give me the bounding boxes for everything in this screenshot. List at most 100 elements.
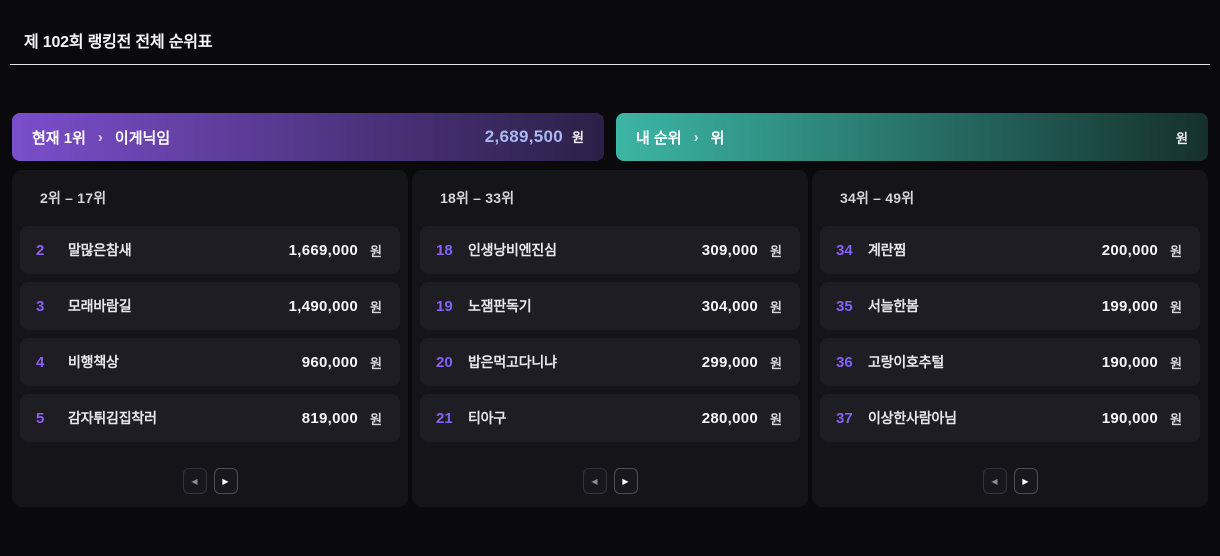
rank-card-2-17: 2위 – 17위 2 말많은참새 1,669,000 원 3 모래바람길 1,4… (12, 170, 408, 507)
prize-amount: 304,000 (701, 297, 759, 315)
my-rank-right: 원 (1167, 128, 1188, 147)
prize-amount: 190,000 (1101, 409, 1159, 427)
prev-icon: ◀ (191, 476, 198, 486)
rank-number: 36 (836, 354, 858, 371)
my-rank-value: 위 (710, 129, 725, 147)
currency-label: 원 (370, 299, 382, 315)
player-name: 모래바람길 (68, 298, 132, 314)
player-name: 계란찜 (868, 242, 907, 258)
player-name: 말많은참새 (68, 242, 132, 258)
prize-amount: 200,000 (1101, 241, 1159, 259)
next-icon: ▶ (1022, 476, 1029, 486)
rank-row: 5 감자튀김집착러 819,000 원 (20, 394, 400, 442)
rank-number: 5 (36, 410, 58, 427)
current-leader-amount: 2,689,500 (484, 127, 564, 146)
prev-page-button[interactable]: ◀ (182, 468, 207, 494)
chevron-right-icon: › (97, 128, 103, 146)
player-name: 이상한사람아님 (868, 410, 957, 426)
prize-amount: 190,000 (1101, 353, 1159, 371)
rank-row: 18 인생낭비엔진심 309,000 원 (420, 226, 800, 274)
player-name: 밥은먹고다니냐 (468, 354, 557, 370)
current-leader-name: 이게닉임 (114, 129, 171, 147)
next-icon: ▶ (622, 476, 629, 486)
rank-row: 36 고랑이호추털 190,000 원 (820, 338, 1200, 386)
my-rank-banner: 내 순위 › 위 원 (616, 113, 1208, 161)
pager: ◀ ▶ (820, 468, 1200, 494)
currency-label: 원 (770, 411, 782, 427)
row-list: 18 인생낭비엔진심 309,000 원 19 노잼판독기 304,000 원 … (420, 226, 800, 442)
prize-amount: 280,000 (701, 409, 759, 427)
prev-icon: ◀ (991, 476, 998, 486)
rank-number: 3 (36, 298, 58, 315)
currency-label: 원 (770, 299, 782, 315)
prize-amount: 1,669,000 (288, 241, 359, 259)
prize-amount: 199,000 (1101, 297, 1159, 315)
currency-label: 원 (370, 355, 382, 371)
currency-label: 원 (1170, 355, 1182, 371)
rank-row: 21 티아구 280,000 원 (420, 394, 800, 442)
player-name: 인생낭비엔진심 (468, 242, 557, 258)
current-leader-label: 현재 1위 (32, 129, 86, 147)
my-rank-label: 내 순위 (636, 129, 682, 147)
rank-row: 34 계란찜 200,000 원 (820, 226, 1200, 274)
rank-number: 35 (836, 298, 858, 315)
currency-label: 원 (370, 243, 382, 259)
row-list: 2 말많은참새 1,669,000 원 3 모래바람길 1,490,000 원 … (20, 226, 400, 442)
player-name: 감자튀김집착러 (68, 410, 157, 426)
card-header: 2위 – 17위 (40, 190, 107, 206)
page-title: 제 102회 랭킹전 전체 순위표 (24, 34, 213, 51)
rank-number: 34 (836, 242, 858, 259)
currency-label: 원 (770, 243, 782, 259)
prev-page-button[interactable]: ◀ (582, 468, 607, 494)
currency-label: 원 (1170, 411, 1182, 427)
rank-row: 35 서늘한봄 199,000 원 (820, 282, 1200, 330)
next-page-button[interactable]: ▶ (213, 468, 238, 494)
ranking-columns: 2위 – 17위 2 말많은참새 1,669,000 원 3 모래바람길 1,4… (12, 170, 1208, 507)
prize-amount: 960,000 (301, 353, 359, 371)
rank-row: 37 이상한사람아님 190,000 원 (820, 394, 1200, 442)
card-header: 34위 – 49위 (840, 190, 915, 206)
card-header: 18위 – 33위 (440, 190, 515, 206)
prev-page-button[interactable]: ◀ (982, 468, 1007, 494)
rank-card-18-33: 18위 – 33위 18 인생낭비엔진심 309,000 원 19 노잼판독기 … (412, 170, 808, 507)
currency-label: 원 (1170, 243, 1182, 259)
rank-row: 3 모래바람길 1,490,000 원 (20, 282, 400, 330)
rank-card-34-49: 34위 – 49위 34 계란찜 200,000 원 35 서늘한봄 199,0… (812, 170, 1208, 507)
rank-row: 20 밥은먹고다니냐 299,000 원 (420, 338, 800, 386)
prize-amount: 309,000 (701, 241, 759, 259)
header-divider (10, 64, 1210, 65)
rank-row: 2 말많은참새 1,669,000 원 (20, 226, 400, 274)
current-leader-currency: 원 (572, 130, 584, 145)
rank-number: 18 (436, 242, 458, 259)
player-name: 티아구 (468, 410, 507, 426)
rank-number: 4 (36, 354, 58, 371)
chevron-right-icon: › (693, 128, 699, 146)
banners-row: 현재 1위 › 이게닉임 2,689,500 원 내 순위 › 위 원 (12, 113, 1208, 161)
rank-number: 2 (36, 242, 58, 259)
rank-number: 21 (436, 410, 458, 427)
current-leader-left: 현재 1위 › 이게닉임 (32, 127, 170, 148)
prize-amount: 1,490,000 (288, 297, 359, 315)
my-rank-currency: 원 (1176, 130, 1188, 146)
next-page-button[interactable]: ▶ (613, 468, 638, 494)
rank-number: 37 (836, 410, 858, 427)
prize-amount: 299,000 (701, 353, 759, 371)
row-list: 34 계란찜 200,000 원 35 서늘한봄 199,000 원 36 고랑… (820, 226, 1200, 442)
pager: ◀ ▶ (420, 468, 800, 494)
pager: ◀ ▶ (20, 468, 400, 494)
currency-label: 원 (370, 411, 382, 427)
player-name: 비행책상 (68, 354, 119, 370)
rank-row: 4 비행책상 960,000 원 (20, 338, 400, 386)
current-leader-banner: 현재 1위 › 이게닉임 2,689,500 원 (12, 113, 604, 161)
currency-label: 원 (1170, 299, 1182, 315)
current-leader-right: 2,689,500 원 (485, 127, 584, 147)
prize-amount: 819,000 (301, 409, 359, 427)
player-name: 고랑이호추털 (868, 354, 945, 370)
currency-label: 원 (770, 355, 782, 371)
next-page-button[interactable]: ▶ (1013, 468, 1038, 494)
rank-row: 19 노잼판독기 304,000 원 (420, 282, 800, 330)
rank-number: 19 (436, 298, 458, 315)
player-name: 노잼판독기 (468, 298, 532, 314)
player-name: 서늘한봄 (868, 298, 919, 314)
prev-icon: ◀ (591, 476, 598, 486)
